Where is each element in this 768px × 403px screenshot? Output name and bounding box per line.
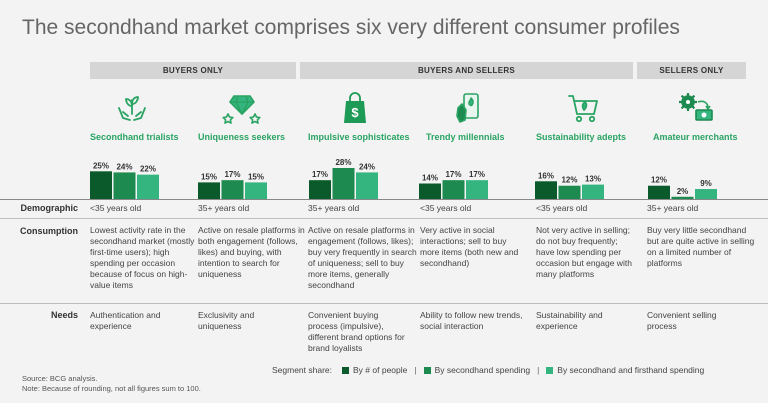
diamond-stars-icon: [222, 90, 261, 126]
bar: [221, 180, 244, 199]
page-title: The secondhand market comprises six very…: [22, 16, 680, 39]
chart-baseline: [0, 199, 768, 200]
bar-value-label: 24%: [359, 162, 375, 171]
legend-prefix: Segment share:: [272, 365, 333, 375]
bar-value-label: 14%: [422, 174, 438, 183]
group-buyers-and-sellers: BUYERS AND SELLERS: [300, 62, 633, 79]
source-note: Source: BCG analysis.: [22, 374, 98, 383]
consumption-cell: Active on resale platforms in engagement…: [308, 225, 417, 290]
legend-swatch: [546, 366, 554, 374]
bar: [442, 180, 465, 199]
consumption-cell: Very active in social interactions; sell…: [420, 225, 519, 268]
bar: [648, 185, 670, 199]
group-sellers-only: SELLERS ONLY: [637, 62, 746, 79]
profile-name: Impulsive sophisticates: [308, 132, 410, 142]
shopping-cart-icon: [566, 90, 602, 126]
needs-cell: Exclusivity and uniqueness: [198, 310, 255, 331]
consumption-cell: Buy very little secondhand but are quite…: [647, 225, 755, 268]
group-buyers-only: BUYERS ONLY: [90, 62, 296, 79]
bar: [535, 181, 557, 199]
needs-cell: Sustainability and experience: [536, 310, 603, 331]
svg-text:$: $: [351, 105, 359, 120]
demographic-cell: <35 years old: [536, 203, 588, 213]
legend-item: By # of people: [353, 365, 408, 375]
bar-value-label: 24%: [116, 162, 132, 171]
gear-money-icon: [676, 90, 713, 126]
bar: [332, 168, 355, 199]
row-divider: [0, 303, 768, 304]
row-label-needs: Needs: [50, 310, 78, 320]
rounding-note: Note: Because of rounding, not all figur…: [22, 384, 201, 393]
bar: [137, 174, 159, 199]
profile-name: Trendy millennials: [426, 132, 505, 142]
bar-value-label: 25%: [93, 161, 109, 170]
row-label-demographic: Demographic: [20, 203, 78, 213]
bar-value-label: 13%: [585, 175, 601, 184]
profile-name: Amateur merchants: [653, 132, 738, 142]
demographic-cell: <35 years old: [90, 203, 142, 213]
needs-cell: Convenient selling process: [647, 310, 717, 331]
shopping-bag-dollar-icon: $: [337, 90, 373, 126]
bar-value-label: 15%: [248, 172, 264, 181]
hands-plant-icon: [114, 90, 150, 126]
bar: [113, 172, 136, 199]
bar-value-label: 22%: [140, 165, 156, 174]
bar-value-label: 28%: [335, 158, 351, 167]
bar: [198, 182, 220, 199]
bar: [558, 185, 581, 199]
consumption-cell: Active on resale platforms in both engag…: [198, 225, 305, 279]
needs-cell: Ability to follow new trends, social int…: [420, 310, 523, 331]
bar: [695, 189, 717, 199]
bar-value-label: 9%: [700, 179, 712, 188]
demographic-cell: 35+ years old: [647, 203, 699, 213]
bar-value-label: 17%: [469, 170, 485, 179]
bar: [90, 171, 112, 199]
bar: [466, 180, 488, 199]
demographic-cell: 35+ years old: [308, 203, 360, 213]
bar-value-label: 2%: [677, 187, 689, 196]
legend-separator: |: [537, 365, 540, 375]
row-label-consumption: Consumption: [20, 226, 78, 236]
bar-value-label: 17%: [445, 170, 461, 179]
bar: [419, 183, 441, 199]
consumption-cell: Not very active in selling; do not buy f…: [536, 225, 632, 279]
consumption-cell: Lowest activity rate in the secondhand m…: [90, 225, 195, 290]
bar-value-label: 15%: [201, 172, 217, 181]
needs-cell: Convenient buying process (impulsive), d…: [308, 310, 405, 353]
needs-cell: Authentication and experience: [90, 310, 161, 331]
bar: [309, 180, 331, 199]
bar-value-label: 17%: [312, 170, 328, 179]
profile-name: Secondhand trialists: [90, 132, 179, 142]
bar-value-label: 17%: [224, 170, 240, 179]
phone-hand-icon: [452, 90, 488, 126]
bar: [245, 182, 267, 199]
legend-item: By secondhand and firsthand spending: [557, 365, 705, 375]
demographic-cell: <35 years old: [420, 203, 472, 213]
bar: [582, 184, 604, 199]
legend-item: By secondhand spending: [434, 365, 531, 375]
demographic-cell: 35+ years old: [198, 203, 250, 213]
bar: [671, 196, 694, 199]
legend: Segment share: By # of people | By secon…: [272, 365, 704, 375]
bar-value-label: 12%: [651, 176, 667, 185]
segment-share-bar-chart: 25% 24% 22% 15% 17% 15% 17% 28% 24% 14% 17% 17% 16% 1…: [90, 158, 717, 199]
legend-separator: |: [414, 365, 417, 375]
bar: [356, 172, 378, 199]
profile-name: Uniqueness seekers: [198, 132, 286, 142]
legend-swatch: [423, 366, 431, 374]
bar-value-label: 12%: [561, 176, 577, 185]
profile-name: Sustainability adepts: [536, 132, 627, 142]
row-divider: [0, 218, 768, 219]
legend-swatch: [342, 366, 350, 374]
bar-value-label: 16%: [538, 171, 554, 180]
